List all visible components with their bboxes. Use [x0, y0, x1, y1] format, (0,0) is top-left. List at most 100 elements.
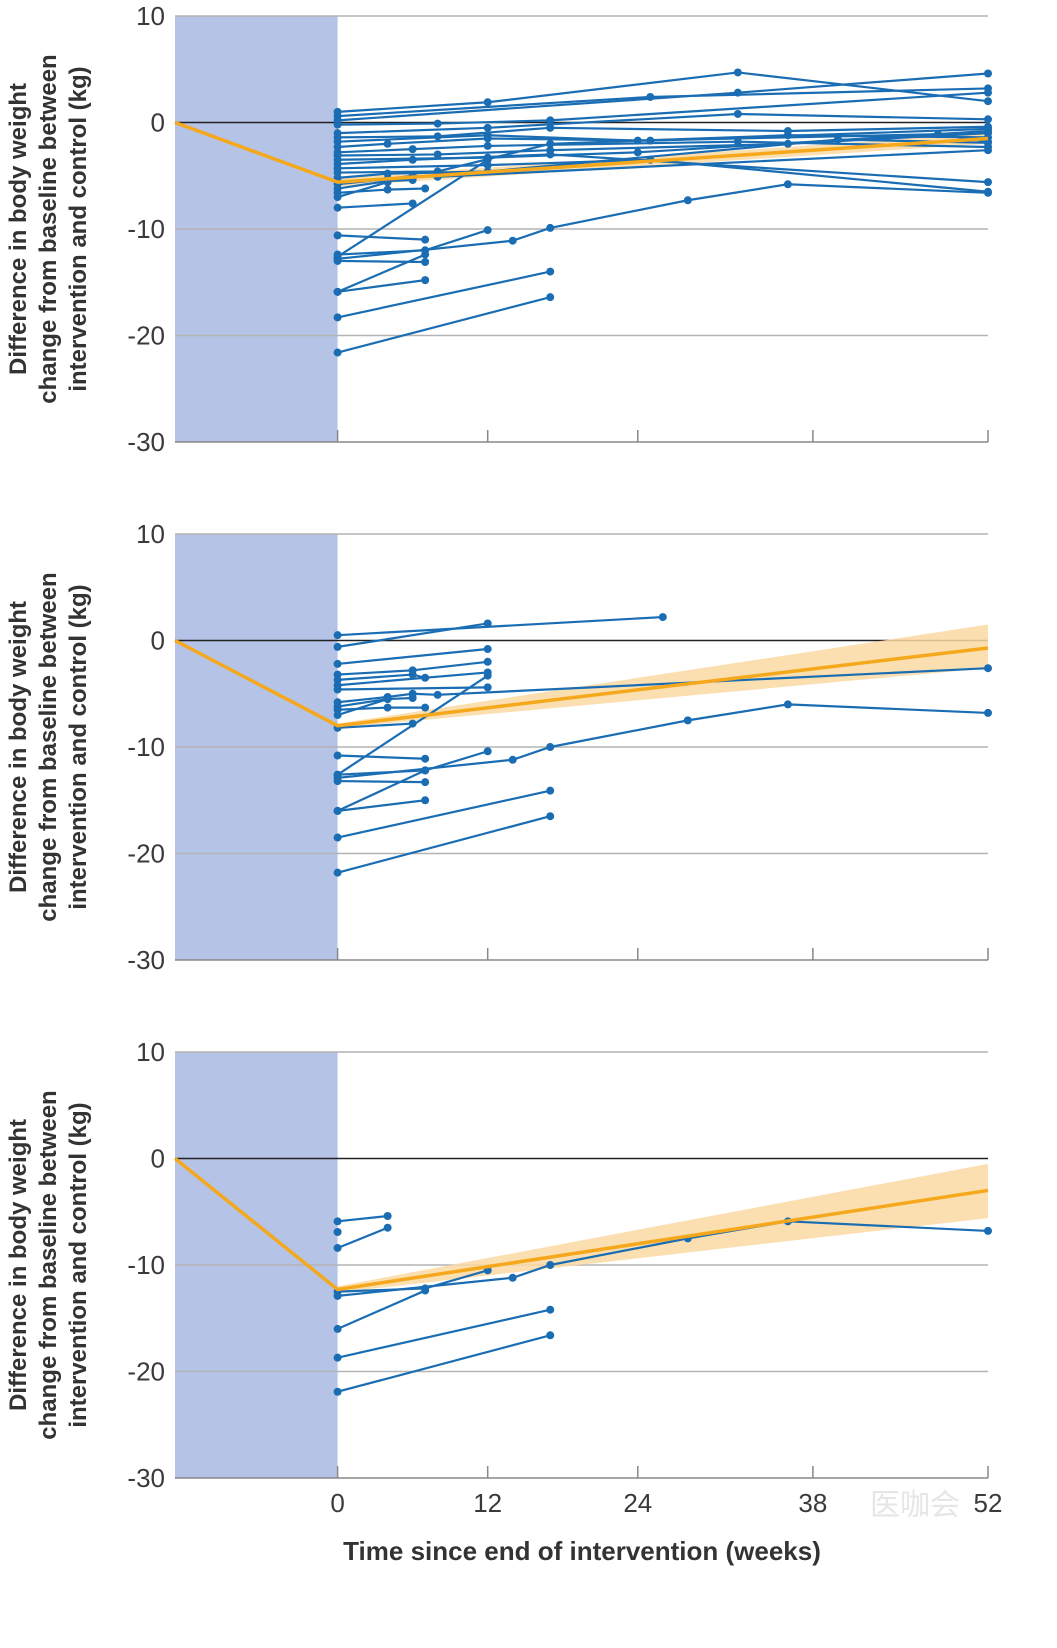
data-point: [546, 1261, 555, 1269]
pooled-trend-line: [174, 120, 989, 184]
y-tick-label: -20: [127, 1357, 165, 1387]
data-point: [546, 150, 555, 159]
series-line: [337, 1220, 989, 1297]
data-point: [483, 134, 492, 143]
data-point: [508, 755, 517, 764]
series-line: [337, 815, 551, 874]
y-tick-label: -10: [127, 732, 165, 762]
data-point: [783, 180, 792, 189]
data-point: [483, 683, 492, 692]
y-tick-label: -20: [127, 321, 165, 351]
study-series: [333, 683, 492, 694]
panel-1: 10 0 -10 -20 -30 Difference in body weight cha…: [5, 1, 992, 457]
y-axis-label-line: change from baseline between: [35, 572, 62, 921]
study-series: [333, 1212, 392, 1226]
data-point: [546, 743, 555, 751]
data-point: [333, 287, 342, 296]
study-series: [333, 250, 430, 296]
data-point: [333, 313, 342, 322]
series-line: [337, 91, 989, 126]
data-point: [433, 119, 442, 128]
data-point: [546, 786, 555, 795]
data-point: [333, 631, 342, 640]
data-point: [333, 1243, 342, 1252]
data-point: [333, 1217, 342, 1226]
y-tick-label: -10: [127, 214, 165, 244]
panel-3: 10 0 -10 -20 -30 Difference in body weight cha…: [5, 1037, 992, 1493]
data-point: [783, 700, 792, 709]
series-line: [337, 253, 426, 293]
series-line: [337, 722, 413, 729]
series-line: [337, 622, 488, 648]
data-point: [383, 185, 392, 194]
data-point: [733, 137, 742, 146]
data-point: [733, 88, 742, 97]
data-point: [333, 833, 342, 842]
data-point: [333, 120, 342, 129]
data-point: [408, 155, 417, 164]
data-point: [383, 703, 392, 712]
y-tick-label: -30: [127, 945, 165, 975]
data-point: [546, 123, 555, 132]
data-point: [408, 694, 417, 703]
data-point: [333, 231, 342, 240]
study-series: [333, 671, 492, 779]
x-tick-label: 38: [798, 1488, 827, 1518]
series-line: [337, 296, 551, 354]
data-point: [333, 1291, 342, 1300]
data-point: [333, 685, 342, 694]
x-axis-labels: 0 12 24 38 52: [330, 1488, 1002, 1518]
data-point: [546, 267, 555, 276]
data-point: [383, 139, 392, 148]
data-point: [546, 223, 555, 232]
series-line: [336, 674, 489, 776]
data-point: [984, 138, 992, 147]
y-tick-label: -30: [127, 427, 165, 457]
data-point: [984, 88, 992, 97]
study-series: [333, 109, 992, 138]
data-point: [333, 1387, 342, 1396]
data-point: [483, 645, 492, 654]
data-point: [483, 141, 492, 150]
study-series: [333, 199, 417, 212]
data-point: [333, 777, 342, 786]
data-point: [833, 135, 842, 144]
data-point: [421, 703, 430, 712]
data-point: [658, 613, 667, 622]
data-point: [483, 98, 492, 107]
data-point: [408, 199, 417, 208]
data-point: [333, 770, 342, 779]
study-series: [333, 812, 555, 877]
data-point: [383, 1223, 392, 1232]
data-point: [984, 115, 992, 124]
study-series: [333, 1227, 342, 1236]
data-point: [333, 642, 342, 651]
y-tick-label: -20: [127, 839, 165, 869]
study-series: [333, 1286, 430, 1333]
y-axis-label-line: change from baseline between: [35, 1090, 62, 1439]
study-series: [333, 1223, 392, 1252]
study-series: [333, 786, 555, 842]
y-tick-label: 10: [136, 1, 165, 31]
y-axis-label-line: Difference in body weight: [5, 83, 32, 375]
trend-confidence-band: [337, 624, 989, 728]
study-series: [333, 1305, 555, 1362]
series-line: [337, 181, 388, 199]
x-tick-label: 0: [330, 1488, 344, 1518]
series-line: [337, 799, 426, 812]
study-series: [333, 766, 430, 815]
data-point: [383, 1212, 392, 1221]
study-series: [333, 69, 992, 125]
data-point: [984, 127, 992, 136]
pooled-trend-line: [174, 638, 989, 728]
trend-confidence-band: [337, 1163, 989, 1293]
data-point: [483, 747, 492, 756]
data-point: [333, 193, 342, 202]
pooled-trend-line: [173, 1157, 989, 1292]
watermark: 医咖会: [870, 1489, 960, 1522]
series-line: [337, 698, 388, 717]
data-point: [683, 196, 692, 205]
study-series: [333, 68, 992, 116]
y-axis-label-line: Difference in body weight: [5, 601, 32, 893]
